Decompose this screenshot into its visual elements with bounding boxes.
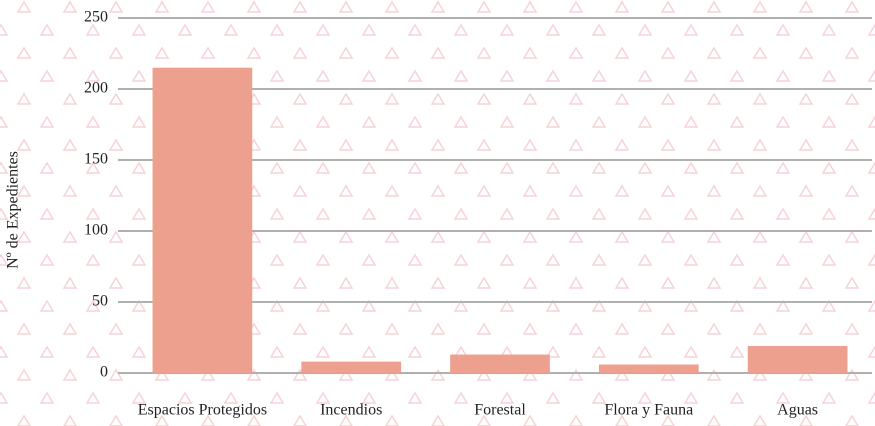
y-tick-label: 50	[92, 293, 108, 310]
x-tick-label: Flora y Fauna	[604, 402, 693, 419]
bar	[152, 67, 253, 373]
bar	[450, 354, 550, 373]
x-tick-label: Aguas	[777, 402, 818, 419]
y-tick-label: 100	[84, 222, 108, 239]
bar	[301, 361, 402, 373]
x-tick-label: Forestal	[474, 402, 526, 419]
y-axis-label: Nº de Expedientes	[5, 151, 22, 269]
y-tick-label: 250	[84, 9, 108, 26]
bar	[747, 346, 848, 373]
x-tick-label: Espacios Protegidos	[138, 402, 267, 419]
x-tick-label: Incendios	[320, 402, 382, 419]
y-tick-label: 0	[100, 364, 108, 381]
y-tick-label: 200	[84, 80, 108, 97]
bar	[598, 364, 699, 373]
y-tick-label: 150	[84, 151, 108, 168]
